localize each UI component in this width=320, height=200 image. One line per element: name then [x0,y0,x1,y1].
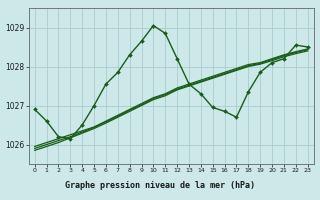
Text: Graphe pression niveau de la mer (hPa): Graphe pression niveau de la mer (hPa) [65,181,255,190]
